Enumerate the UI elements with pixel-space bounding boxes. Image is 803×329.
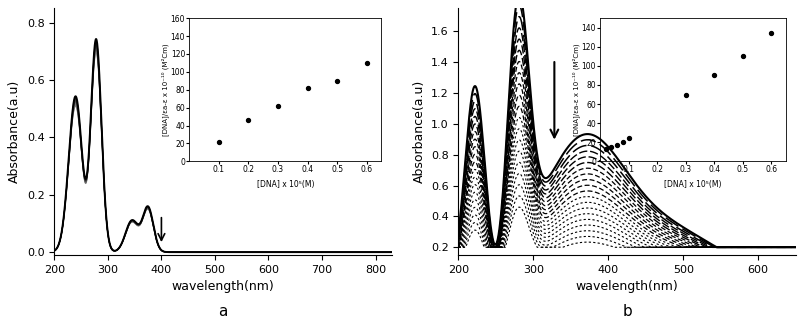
Text: a: a bbox=[218, 304, 227, 319]
Text: b: b bbox=[622, 304, 631, 319]
X-axis label: wavelength(nm): wavelength(nm) bbox=[171, 280, 274, 293]
Y-axis label: Absorbance(a.u): Absorbance(a.u) bbox=[412, 80, 425, 183]
Y-axis label: Absorbance(a.u): Absorbance(a.u) bbox=[8, 80, 22, 183]
X-axis label: wavelength(nm): wavelength(nm) bbox=[575, 280, 678, 293]
